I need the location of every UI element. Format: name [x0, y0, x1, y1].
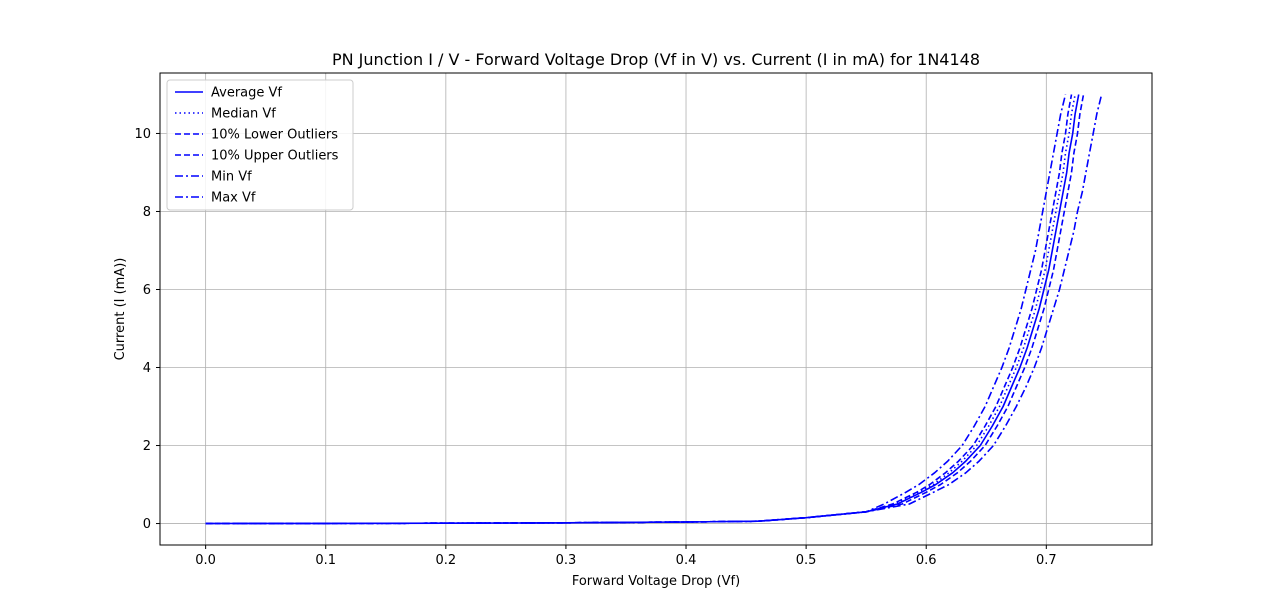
- y-tick-label: 0: [143, 517, 151, 532]
- y-tick-label: 4: [143, 361, 151, 376]
- x-tick-label: 0.5: [796, 553, 817, 568]
- legend-label: Median Vf: [211, 107, 276, 122]
- plot-frame: [159, 72, 1153, 546]
- x-tick-label: 0.1: [315, 553, 336, 568]
- series-line-max-vf: [205, 94, 1103, 525]
- legend-box: [166, 79, 354, 211]
- legend-label: Min Vf: [211, 170, 252, 185]
- legend: Average Vf Median Vf 10% Lower Outliers 10%…: [166, 79, 354, 211]
- x-tick-label: 0.4: [676, 553, 697, 568]
- chart-title: PN Junction I / V - Forward Voltage Drop…: [332, 50, 980, 69]
- axis-ticks: 0.0 0.1 0.2 0.3 0.4 0.5 0.6 0.7 0 2 4 6 8 10: [134, 127, 1056, 568]
- x-tick-label: 0.0: [195, 553, 216, 568]
- y-tick-label: 8: [143, 205, 151, 220]
- x-axis-label: Forward Voltage Drop (Vf): [572, 574, 740, 589]
- y-tick-label: 10: [134, 127, 151, 142]
- y-axis-label: Current (I (mA)): [113, 258, 128, 361]
- y-tick-label: 2: [143, 439, 151, 454]
- grid-lines: [160, 73, 1152, 545]
- legend-label: 10% Lower Outliers: [211, 128, 338, 143]
- legend-label: 10% Upper Outliers: [211, 149, 339, 164]
- legend-label: Max Vf: [211, 191, 256, 206]
- x-tick-label: 0.7: [1036, 553, 1057, 568]
- x-tick-label: 0.6: [916, 553, 937, 568]
- x-tick-label: 0.2: [435, 553, 456, 568]
- series-line-median-vf: [205, 94, 1076, 525]
- series-layer: [205, 94, 1103, 525]
- x-tick-label: 0.3: [556, 553, 577, 568]
- y-tick-label: 6: [143, 283, 151, 298]
- legend-label: Average Vf: [211, 86, 282, 101]
